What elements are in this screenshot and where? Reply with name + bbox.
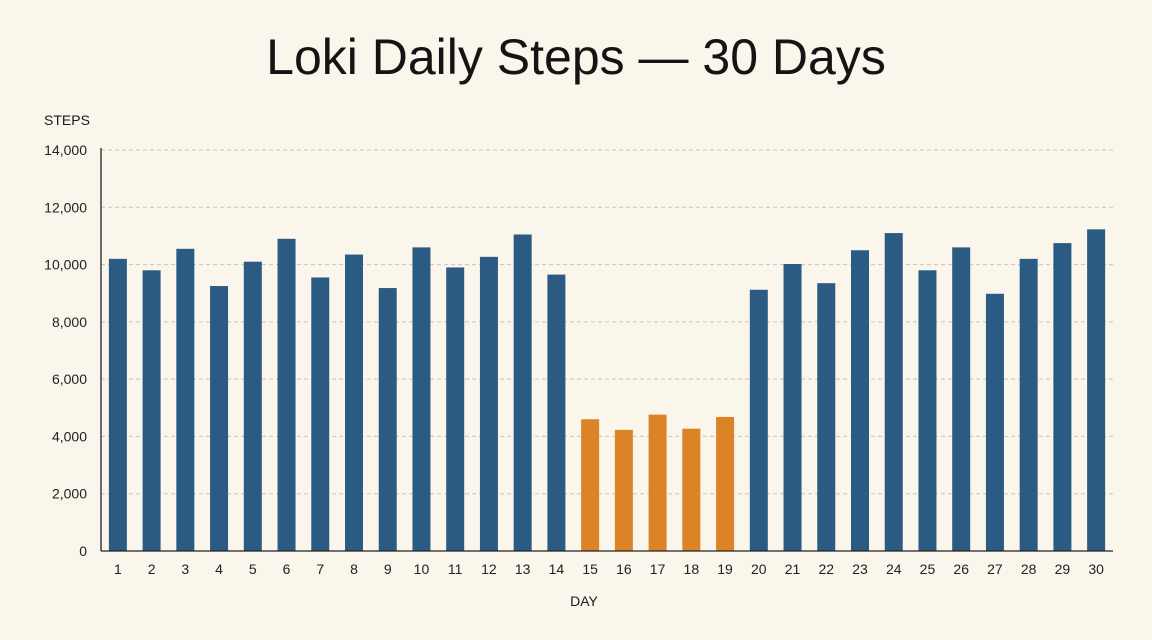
x-tick-label: 21	[785, 561, 801, 577]
bar-highlight	[581, 419, 600, 551]
bar	[851, 250, 869, 551]
x-tick-label: 15	[582, 561, 598, 577]
bar	[108, 258, 127, 551]
bar-highlight	[682, 428, 701, 551]
x-tick-label: 14	[549, 561, 565, 577]
x-tick-label: 30	[1088, 561, 1104, 577]
bar	[1087, 229, 1106, 552]
x-tick-label: 12	[481, 561, 497, 577]
bar	[884, 233, 903, 552]
bar	[918, 270, 937, 551]
bar	[547, 274, 566, 551]
x-tick-label: 24	[886, 561, 902, 577]
bar-highlight	[614, 429, 633, 551]
x-tick-label: 11	[448, 561, 463, 577]
x-tick-label: 1	[114, 561, 122, 577]
bar	[783, 263, 802, 551]
x-tick-label: 10	[414, 561, 430, 577]
bar	[446, 267, 465, 551]
x-tick-label: 19	[717, 561, 733, 577]
y-axis-label: STEPS	[44, 112, 90, 128]
x-tick-label: 18	[684, 561, 700, 577]
y-tick-label: 4,000	[52, 428, 87, 444]
bar	[817, 283, 836, 551]
bar	[243, 261, 262, 551]
bar-highlight	[716, 416, 735, 551]
x-tick-label: 29	[1055, 561, 1071, 577]
x-tick-label: 25	[920, 561, 936, 577]
x-tick-label: 6	[283, 561, 291, 577]
bar	[176, 248, 195, 551]
bar	[210, 286, 229, 551]
x-tick-label: 2	[148, 561, 156, 577]
bar	[277, 238, 296, 552]
x-tick-label: 16	[616, 561, 632, 577]
x-tick-label: 27	[987, 561, 1003, 577]
bar	[311, 277, 330, 551]
x-tick-label: 23	[852, 561, 868, 577]
x-tick-label: 8	[350, 561, 358, 577]
y-tick-label: 6,000	[52, 371, 87, 387]
x-tick-label: 7	[316, 561, 324, 577]
y-tick-label: 12,000	[44, 199, 87, 215]
x-tick-label: 9	[384, 561, 392, 577]
chart-title: Loki Daily Steps — 30 Days	[266, 29, 886, 85]
x-axis-label: DAY	[570, 593, 598, 609]
y-tick-label: 10,000	[44, 257, 87, 273]
x-tick-label: 22	[818, 561, 834, 577]
x-tick-label: 13	[515, 561, 531, 577]
bar	[479, 256, 498, 551]
bar	[985, 293, 1004, 551]
bar	[1053, 243, 1072, 551]
x-tick-label: 4	[215, 561, 223, 577]
y-tick-label: 2,000	[52, 486, 87, 502]
bar	[1019, 258, 1038, 551]
bar	[412, 247, 431, 551]
bar	[378, 288, 397, 551]
x-tick-label: 28	[1021, 561, 1037, 577]
x-tick-label: 3	[181, 561, 189, 577]
bar	[513, 234, 532, 551]
y-tick-label: 8,000	[52, 314, 87, 330]
x-tick-label: 5	[249, 561, 257, 577]
bar	[952, 247, 971, 551]
y-tick-label: 0	[79, 543, 87, 559]
bar	[142, 270, 161, 551]
bar	[345, 254, 363, 551]
x-tick-label: 20	[751, 561, 767, 577]
x-tick-label: 17	[650, 561, 666, 577]
bar-highlight	[648, 414, 667, 551]
y-tick-label: 14,000	[44, 142, 87, 158]
x-tick-label: 26	[953, 561, 969, 577]
bar	[749, 289, 768, 551]
